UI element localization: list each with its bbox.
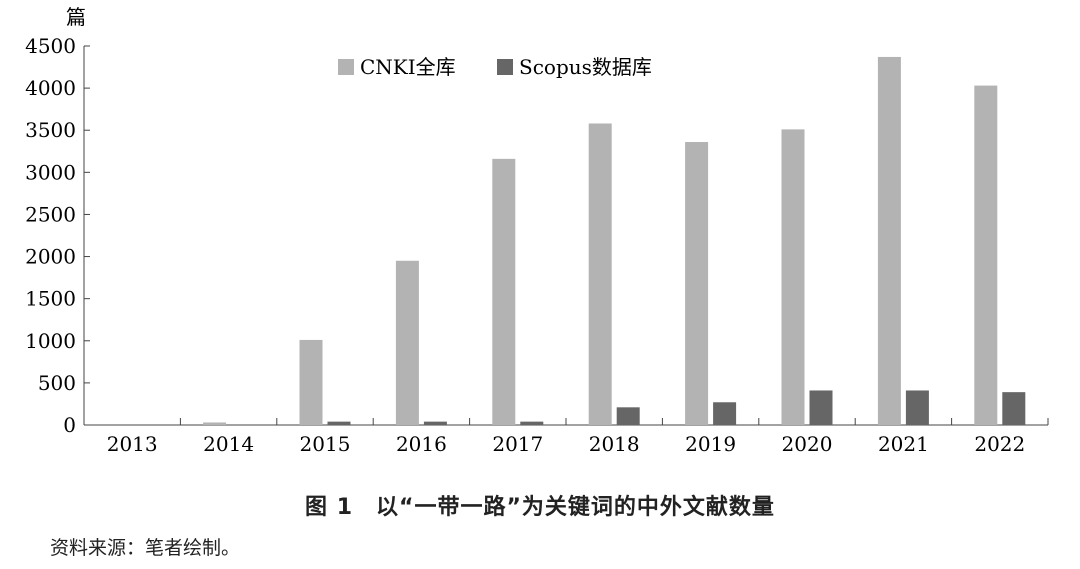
- x-tick-label: 2016: [396, 432, 447, 456]
- x-tick-label: 2017: [492, 432, 543, 456]
- bar-cnki: [685, 142, 709, 425]
- figure-source: 资料来源：笔者绘制。: [50, 537, 241, 559]
- x-tick-label: 2021: [878, 432, 929, 456]
- y-axis-unit-label: 篇: [66, 5, 86, 29]
- bar-cnki: [203, 422, 227, 425]
- bar-cnki: [299, 339, 323, 425]
- bar-cnki: [492, 158, 516, 425]
- y-tick-label: 3500: [25, 118, 76, 142]
- bar-scopus: [905, 390, 929, 425]
- bar-scopus: [713, 402, 737, 425]
- bar-cnki: [877, 56, 901, 426]
- bar-cnki: [974, 85, 998, 425]
- legend-swatch: [338, 59, 354, 75]
- bar-scopus: [520, 421, 544, 425]
- figure-caption: 图 1 以“一带一路”为关键词的中外文献数量: [305, 495, 775, 520]
- y-tick-label: 0: [63, 413, 76, 437]
- x-tick-label: 2013: [107, 432, 158, 456]
- y-tick-label: 3000: [25, 160, 76, 184]
- y-tick-label: 2500: [25, 202, 76, 226]
- y-axis: 0 500 1000 1500 2000 2500 3000 3500 4000 4500: [25, 34, 90, 437]
- x-tick-label: 2014: [203, 432, 254, 456]
- y-tick-label: 2000: [25, 245, 76, 269]
- legend-swatch: [497, 59, 513, 75]
- bar-scopus: [1002, 392, 1026, 425]
- bar-scopus: [616, 407, 640, 425]
- y-tick-label: 500: [38, 371, 76, 395]
- bar-scopus: [423, 421, 447, 425]
- x-tick-label: 2019: [685, 432, 736, 456]
- x-tick-label: 2018: [589, 432, 640, 456]
- legend-label: CNKI全库: [360, 55, 456, 79]
- y-tick-label: 1500: [25, 287, 76, 311]
- x-tick-label: 2022: [974, 432, 1025, 456]
- x-tick-label: 2015: [300, 432, 351, 456]
- y-tick-label: 4000: [25, 76, 76, 100]
- bar-cnki: [395, 260, 419, 425]
- bar-cnki: [588, 123, 612, 426]
- bar-scopus: [327, 421, 351, 425]
- bar-cnki: [781, 129, 805, 425]
- bars: [203, 56, 1026, 426]
- legend-label: Scopus数据库: [519, 55, 652, 79]
- x-axis: 2013 2014 2015 2016 2017 2018 2019 2020 2021 2022: [83, 418, 1049, 456]
- bar-chart: 篇 0 500 1000 1500 2000 2500 3000 3500 4000 4500 2…: [25, 5, 1049, 456]
- legend: CNKI全库 Scopus数据库: [338, 55, 652, 79]
- y-tick-label: 4500: [25, 34, 76, 58]
- x-tick-label: 2020: [782, 432, 833, 456]
- bar-scopus: [809, 390, 833, 425]
- y-tick-label: 1000: [25, 329, 76, 353]
